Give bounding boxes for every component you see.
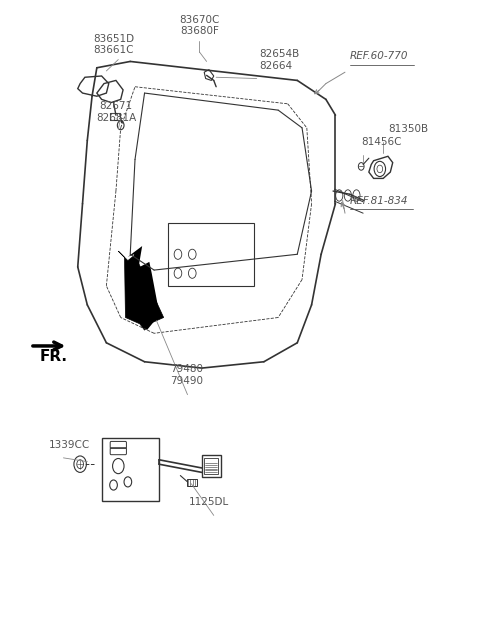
Text: 82654B
82664: 82654B 82664 xyxy=(259,50,300,71)
Polygon shape xyxy=(118,251,164,330)
Text: REF.60-770: REF.60-770 xyxy=(350,51,408,62)
Text: 81350B: 81350B xyxy=(388,124,428,134)
Polygon shape xyxy=(134,262,159,330)
Text: 83670C
83680F: 83670C 83680F xyxy=(179,15,220,36)
Text: 81456C: 81456C xyxy=(362,137,402,147)
Text: FR.: FR. xyxy=(39,349,68,364)
Text: 1339CC: 1339CC xyxy=(49,440,90,450)
Polygon shape xyxy=(128,246,142,272)
Text: 79480
79490: 79480 79490 xyxy=(170,364,203,386)
Text: 82671
82681A: 82671 82681A xyxy=(96,101,136,123)
Text: REF.81-834: REF.81-834 xyxy=(350,196,408,206)
Text: 83651D
83661C: 83651D 83661C xyxy=(93,34,134,55)
Text: 1125DL: 1125DL xyxy=(189,497,229,507)
